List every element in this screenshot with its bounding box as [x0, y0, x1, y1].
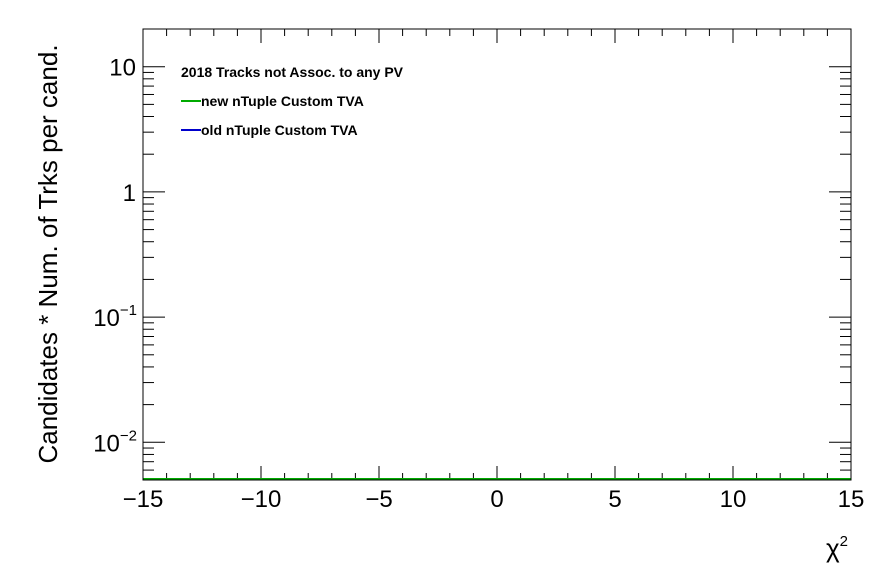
x-tick-label: −10 [241, 486, 282, 513]
y-tick-label: 10 [109, 55, 136, 82]
x-tick-label: 0 [490, 486, 503, 513]
legend-header: 2018 Tracks not Assoc. to any PV [181, 64, 404, 80]
x-tick-label: 5 [608, 486, 621, 513]
legend-entry-old: old nTuple Custom TVA [201, 122, 358, 138]
y-tick-label: 10−1 [93, 302, 137, 332]
y-tick-label: 10−2 [93, 427, 137, 457]
x-tick-label: 10 [720, 486, 747, 513]
x-axis-title-sup: 2 [840, 533, 848, 550]
x-tick-label: 15 [838, 486, 865, 513]
y-tick-label: 1 [123, 180, 136, 207]
y-axis-title: Candidates * Num. of Trks per cand. [33, 44, 63, 463]
legend-entry-new: new nTuple Custom TVA [201, 93, 364, 109]
x-axis-title: χ2 [826, 533, 848, 563]
legend: 2018 Tracks not Assoc. to any PV new nTu… [181, 64, 404, 138]
tick-labels: −15 −10 −5 0 5 10 15 10 1 10−1 10−2 [93, 55, 864, 513]
x-axis-title-base: χ [826, 533, 840, 563]
x-tick-label: −5 [365, 486, 392, 513]
x-tick-label: −15 [123, 486, 164, 513]
plot-frame [142, 28, 852, 481]
